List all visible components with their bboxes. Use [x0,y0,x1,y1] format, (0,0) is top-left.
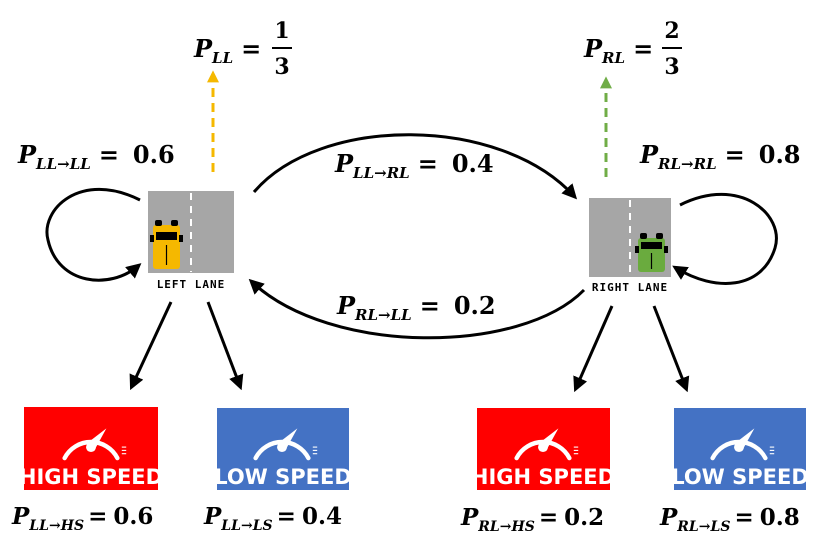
left-self-loop-arrow [45,187,142,282]
svg-text:3: 3 [664,54,679,80]
arrow-icon [652,305,690,393]
arrow-icon [129,301,173,391]
left-lane-probability: PLL = 1 3 [193,18,292,80]
arrow-icon [573,305,614,393]
rl-to-ll-arrow [248,278,586,340]
svg-text:3: 3 [274,54,289,80]
left-self-loop-label: PLL→LL = 0.6 [17,140,175,173]
right-self-loop-label: PRL→RL = 0.8 [639,140,801,173]
arrow-icon [206,301,244,391]
right-high-speed-badge: HIGH SPEED [471,408,615,490]
svg-text:PLL=: PLL = [193,34,261,67]
left-low-speed-badge: LOW SPEED [214,408,352,490]
ll-to-rl-arrow [252,133,578,200]
left-lane-road [148,191,234,273]
svg-text:1: 1 [274,18,289,44]
left-lane-label: LEFT LANE [157,278,226,291]
rl-to-ll-label: PRL→LL = 0.2 [336,291,496,324]
right-low-speed-badge: LOW SPEED [671,408,809,490]
right-to-high-label: PRL→HS = 0.2 [460,504,604,535]
right-lane-probability: PRL = 2 3 [583,18,682,80]
svg-text:HIGH SPEED: HIGH SPEED [471,465,615,489]
svg-text:2: 2 [664,18,679,44]
svg-text:PRL=: PRL = [583,34,653,67]
left-to-high-label: PLL→HS = 0.6 [11,503,153,534]
right-lane-label: RIGHT LANE [592,281,668,294]
ll-to-rl-label: PLL→RL = 0.4 [334,149,494,182]
left-to-low-label: PLL→LS = 0.4 [203,503,342,534]
car-icon [635,233,668,272]
svg-text:HIGH SPEED: HIGH SPEED [19,465,163,489]
right-self-loop-arrow [672,192,778,285]
right-to-low-label: PRL→LS = 0.8 [659,504,800,535]
svg-text:LOW SPEED: LOW SPEED [671,465,809,489]
car-icon [150,220,183,269]
right-lane-road [589,198,671,277]
left-high-speed-badge: HIGH SPEED [19,407,163,490]
svg-text:LOW SPEED: LOW SPEED [214,465,352,489]
